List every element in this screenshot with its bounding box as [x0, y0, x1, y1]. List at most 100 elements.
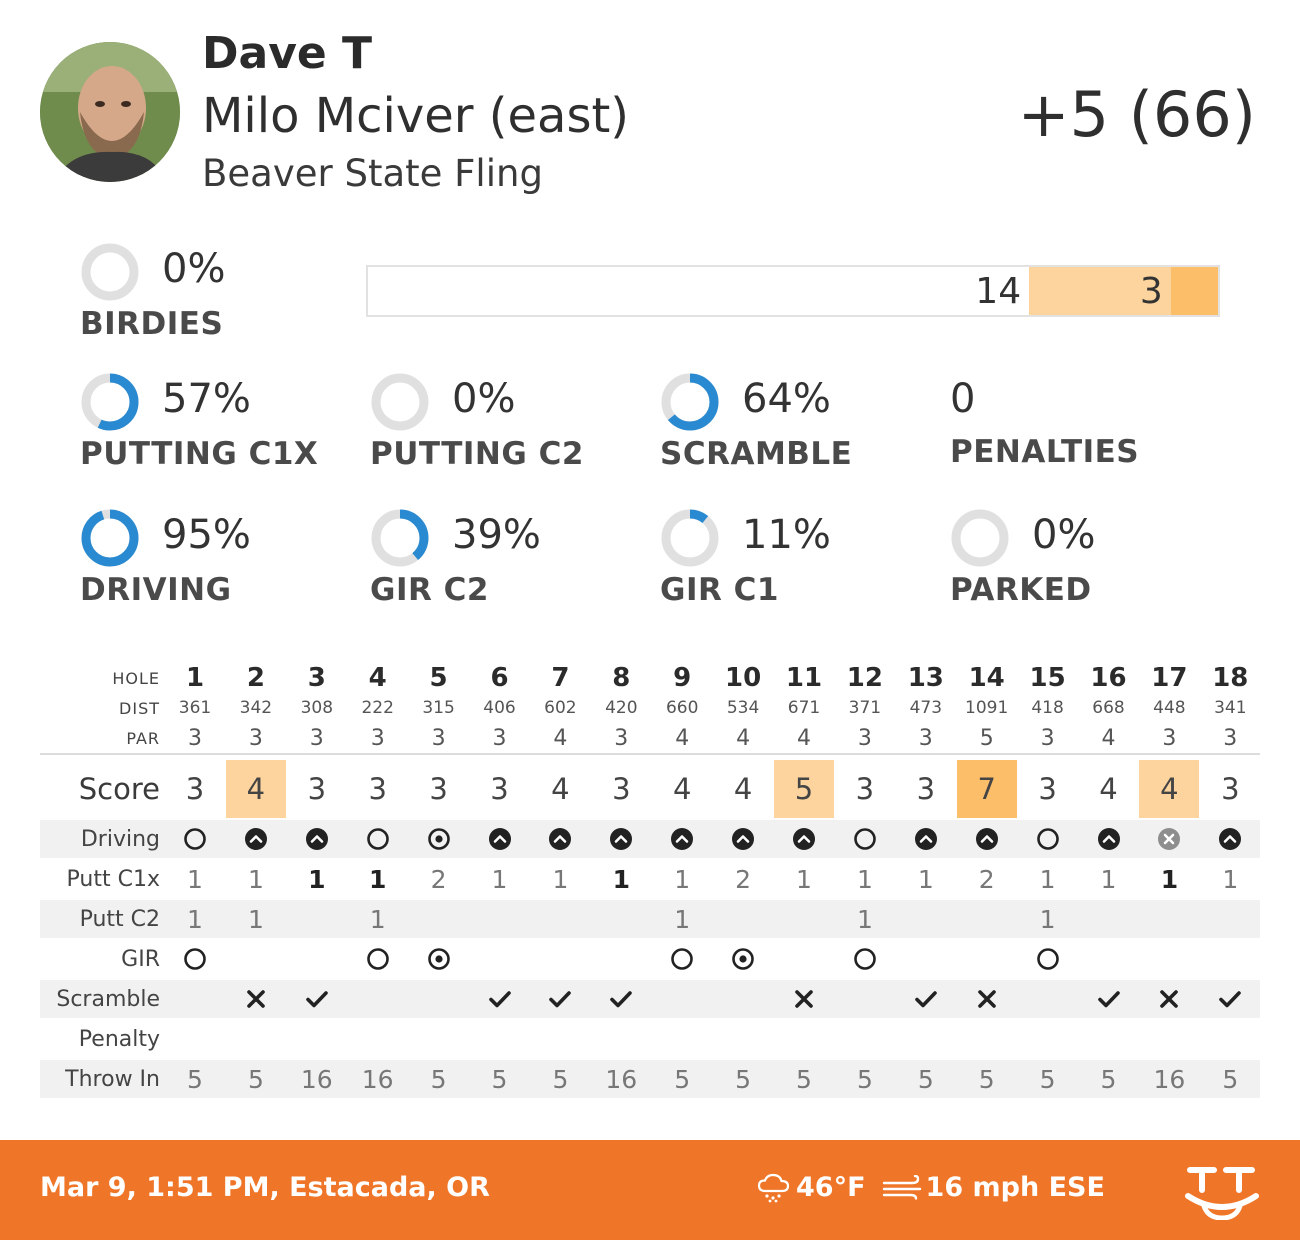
throw-in-row-label: Throw In — [65, 1066, 160, 1092]
putt-c1x-hole-15: 1 — [1039, 864, 1056, 894]
throw-in-hole-9: 5 — [674, 1064, 691, 1094]
putt-c1x-hole-9: 1 — [674, 864, 691, 894]
driving-hole-9 — [652, 820, 712, 858]
penalty-hole-1 — [165, 1020, 225, 1058]
scramble-hole-9 — [652, 980, 712, 1018]
stat-parked-value: 0% — [1032, 512, 1096, 558]
putt-c2-hole-6 — [470, 900, 530, 938]
par-hole-13: 3 — [918, 725, 933, 751]
dist-hole-16: 668 — [1092, 698, 1125, 718]
holes-hole-15: 15 — [1029, 663, 1066, 693]
dist-hole-8: 420 — [605, 698, 638, 718]
driving-hole-10 — [713, 820, 773, 858]
holes-hole-18: 18 — [1212, 663, 1249, 693]
holes-hole-2: 2 — [246, 663, 265, 693]
score-hole-7: 4 — [551, 772, 570, 806]
dist-row-label: DIST — [119, 698, 160, 718]
putt-c1x-hole-1: 1 — [187, 864, 203, 894]
score-hole-16: 4 — [1099, 772, 1118, 806]
throw-in-hole-15: 5 — [1039, 1064, 1056, 1094]
scramble-hole-16 — [1079, 980, 1139, 1018]
holes-hole-6: 6 — [490, 663, 509, 693]
gir-c2-ring-icon — [371, 509, 429, 567]
holes-hole-5: 5 — [429, 663, 448, 693]
scorecard-divider — [40, 753, 1260, 755]
gir-c2-circle-icon — [854, 948, 876, 970]
stat-scramble-label: SCRAMBLE — [660, 436, 853, 472]
gir-hole-9 — [652, 940, 712, 978]
scorecard-putt-c2-row: Putt C2 1 1 1 1 1 1 — [40, 900, 1260, 938]
driving-hole-12 — [835, 820, 895, 858]
scorecard-table: HOLE 1 2 3 4 5 6 7 8 9 10 11 12 13 14 15 16 17 18 DIST 36… — [40, 660, 1260, 1100]
stat-penalties-label: PENALTIES — [950, 434, 1140, 470]
putt-c2-hole-3 — [287, 900, 347, 938]
holes-hole-7: 7 — [551, 663, 570, 693]
par-hole-3: 3 — [309, 725, 324, 751]
par-hole-2: 3 — [248, 725, 263, 751]
gir-hole-11 — [774, 940, 834, 978]
scramble-hole-1 — [165, 980, 225, 1018]
penalty-hole-3 — [287, 1020, 347, 1058]
score-hole-10: 4 — [733, 772, 753, 806]
distribution-segment-par: 14 — [368, 267, 1030, 315]
fairway-circle-icon — [366, 828, 389, 850]
dist-hole-12: 371 — [848, 698, 882, 718]
score-hole-12: 3 — [855, 772, 875, 806]
driving-hole-14 — [957, 820, 1017, 858]
scramble-hole-10 — [713, 980, 773, 1018]
checkmark-icon — [549, 991, 572, 1008]
driving-hole-13 — [896, 820, 956, 858]
putt-c1x-hole-10: 2 — [735, 864, 752, 894]
putting-c1x-ring-icon — [81, 373, 139, 431]
score-hole-17: 4 — [1139, 760, 1200, 818]
putt-c1x-hole-16: 1 — [1100, 864, 1117, 894]
putt-c2-hole-9: 1 — [674, 904, 691, 934]
scramble-hole-6 — [470, 980, 530, 1018]
gir-row-label: GIR — [121, 946, 160, 972]
scorecard-throw-in-row: Throw In 5 5 16 16 5 5 5 16 5 5 5 5 5 5 5 5 16 5 — [40, 1060, 1260, 1098]
par-hole-7: 4 — [553, 725, 568, 751]
par-hole-5: 3 — [431, 725, 446, 751]
hole-row-label: HOLE — [112, 668, 160, 688]
par-hole-12: 3 — [857, 725, 872, 751]
penalty-hole-12 — [835, 1020, 895, 1058]
outside-circle-arrow-icon — [793, 828, 815, 850]
scramble-hole-5 — [409, 980, 469, 1018]
stat-putting-c2-label: PUTTING C2 — [370, 436, 584, 472]
penalty-hole-8 — [591, 1020, 651, 1058]
putt-c2-hole-16 — [1079, 900, 1139, 938]
scramble-row-label: Scramble — [56, 986, 160, 1012]
throw-in-hole-7: 5 — [552, 1064, 569, 1094]
putt-c1x-hole-7: 1 — [552, 864, 569, 894]
stat-driving-label: DRIVING — [80, 572, 232, 608]
putt-c1x-hole-13: 1 — [917, 864, 934, 894]
stat-putting-c1x-label: PUTTING C1X — [80, 436, 319, 472]
gir-hole-12 — [835, 940, 895, 978]
parked-target-icon — [427, 828, 450, 850]
driving-hole-2 — [226, 820, 286, 858]
scramble-ring-icon — [661, 373, 719, 431]
putt-c1x-hole-5: 2 — [430, 864, 447, 894]
throw-in-hole-10: 5 — [735, 1064, 752, 1094]
scorecard-par-row: PAR 3 3 3 3 3 3 4 3 4 4 4 3 3 5 3 4 3 3 — [40, 723, 1260, 753]
gir-c1-target-icon — [732, 948, 754, 970]
checkmark-icon — [610, 991, 633, 1008]
dist-hole-5: 315 — [422, 698, 455, 718]
throw-in-hole-2: 5 — [247, 1064, 264, 1094]
penalty-hole-6 — [470, 1020, 530, 1058]
outside-circle-arrow-icon — [671, 828, 694, 850]
par-hole-6: 3 — [492, 725, 507, 751]
outside-circle-arrow-icon — [549, 828, 572, 850]
wind-speed: 16 mph ESE — [925, 1172, 1105, 1203]
dist-hole-17: 448 — [1153, 698, 1186, 718]
dist-hole-13: 473 — [909, 698, 943, 718]
dist-hole-3: 308 — [300, 698, 334, 718]
putt-c2-hole-14 — [957, 900, 1017, 938]
putt-c1x-hole-14: 2 — [978, 864, 995, 894]
wind-icon — [882, 1174, 921, 1200]
driving-hole-15 — [1018, 820, 1078, 858]
score-hole-2: 4 — [225, 760, 286, 818]
penalty-hole-13 — [896, 1020, 956, 1058]
par-row-label: PAR — [126, 728, 160, 748]
driving-hole-7 — [530, 820, 590, 858]
